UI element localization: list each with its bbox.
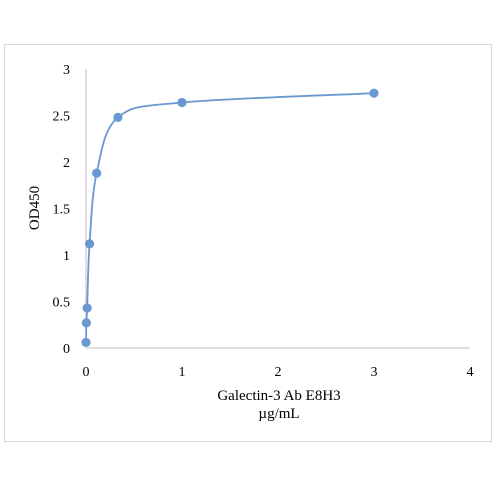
- series-curve: [85, 92, 375, 343]
- data-point: [177, 97, 187, 108]
- data-point: [84, 239, 95, 249]
- points-layer: [81, 88, 379, 348]
- y-tick-label: 0: [63, 342, 70, 357]
- x-tick-label: 4: [467, 365, 474, 380]
- y-tick-label: 0.5: [53, 296, 71, 311]
- data-point: [81, 337, 91, 348]
- x-axis-title-line2: µg/mL: [258, 406, 299, 422]
- x-tick-label: 3: [371, 365, 378, 380]
- data-point: [113, 112, 123, 122]
- y-tick-label: 2: [63, 156, 70, 171]
- y-tick-label: 3: [63, 63, 70, 78]
- y-tick-label: 1: [63, 249, 70, 264]
- ticks-layer: 0 1 2 3 4 0 0.5 1 1.5 2 2.5 3: [53, 63, 474, 380]
- y-tick-label: 2.5: [53, 110, 71, 125]
- curve-layer: [85, 92, 375, 343]
- y-tick-label: 1.5: [53, 203, 71, 218]
- x-axis-title-line1: Galectin-3 Ab E8H3: [217, 388, 340, 404]
- data-point: [92, 168, 102, 178]
- y-axis-title: OD450: [27, 186, 43, 230]
- data-point: [82, 303, 92, 313]
- data-point: [81, 318, 91, 328]
- x-tick-label: 1: [179, 365, 186, 380]
- data-point: [369, 88, 379, 98]
- x-tick-label: 0: [83, 365, 90, 380]
- x-tick-label: 2: [275, 365, 282, 380]
- axes: [85, 69, 470, 349]
